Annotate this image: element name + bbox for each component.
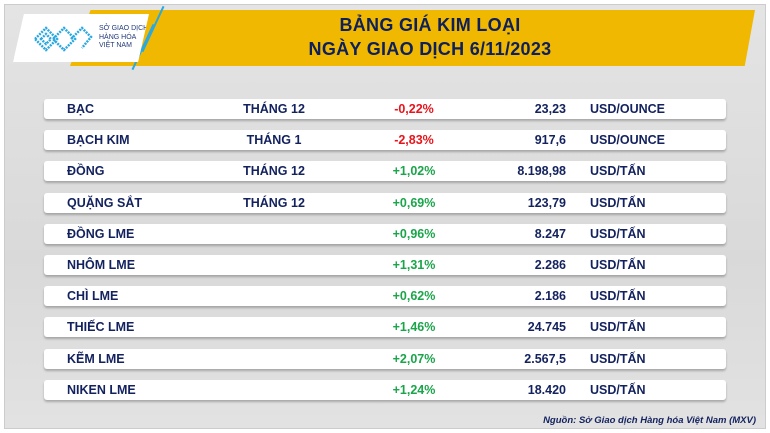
contract-month: THÁNG 1 <box>246 133 302 148</box>
logo-line-1: SỞ GIAO DỊCH <box>99 25 149 32</box>
table-row: KẼM LME +2,07% 2.567,5 USD/TẤN <box>44 348 726 369</box>
price-change: +1,24% <box>392 382 436 397</box>
logo-mark-icon <box>33 26 93 52</box>
price-unit: USD/TẤN <box>590 320 646 335</box>
price-unit: USD/TẤN <box>590 195 646 210</box>
metal-name: BẠCH KIM <box>67 133 130 148</box>
table-row: ĐỒNG LME +0,96% 8.247 USD/TẤN <box>44 223 726 244</box>
price-unit: USD/TẤN <box>590 351 646 366</box>
price-value: 2.286 <box>534 258 566 272</box>
metal-name: KẼM LME <box>67 351 125 366</box>
metal-name: NHÔM LME <box>67 258 136 272</box>
page-title: BẢNG GIÁ KIM LOẠI <box>339 15 521 35</box>
table-row: NHÔM LME +1,31% 2.286 USD/TẤN <box>44 255 726 275</box>
price-value: 123,79 <box>527 195 566 210</box>
table-row: CHÌ LME +0,62% 2.186 USD/TẤN <box>44 286 726 307</box>
price-value: 2.186 <box>534 289 566 304</box>
page-subtitle: NGÀY GIAO DỊCH 6/11/2023 <box>308 39 552 59</box>
contract-month: THÁNG 12 <box>243 102 305 116</box>
contract-month: THÁNG 12 <box>243 164 305 179</box>
metal-name: NIKEN LME <box>67 382 136 397</box>
metal-name: ĐỒNG LME <box>67 226 135 241</box>
price-unit: USD/OUNCE <box>590 102 666 116</box>
price-value: 2.567,5 <box>524 351 566 366</box>
table-row: QUẶNG SẮT THÁNG 12 +0,69% 123,79 USD/TẤN <box>44 192 726 213</box>
table-row: THIẾC LME +1,46% 24.745 USD/TẤN <box>44 317 726 338</box>
metal-name: BẠC <box>67 102 95 116</box>
price-change: -0,22% <box>394 102 434 116</box>
table-row: ĐỒNG THÁNG 12 +1,02% 8.198,98 USD/TẤN <box>44 161 726 182</box>
price-unit: USD/TẤN <box>590 258 646 272</box>
price-value: 917,6 <box>534 133 566 148</box>
source-note: Nguồn: Sở Giao dịch Hàng hóa Việt Nam (M… <box>543 415 756 426</box>
price-unit: USD/TẤN <box>590 164 646 179</box>
price-value: 24.745 <box>527 320 566 335</box>
price-change: +0,62% <box>392 289 436 304</box>
logo-line-3: VIỆT NAM <box>99 42 132 49</box>
metal-name: QUẶNG SẮT <box>67 195 142 210</box>
price-unit: USD/TẤN <box>590 226 646 241</box>
price-unit: USD/OUNCE <box>590 133 666 148</box>
metal-name: THIẾC LME <box>67 320 135 335</box>
mxv-logo: SỞ GIAO DỊCH HÀNG HÓA VIỆT NAM <box>13 14 149 62</box>
price-change: +1,31% <box>392 258 436 272</box>
price-change: +1,02% <box>392 164 436 179</box>
price-value: 8.198,98 <box>517 164 566 179</box>
header-band <box>70 10 755 66</box>
price-value: 18.420 <box>527 382 566 397</box>
price-change: +0,96% <box>392 226 436 241</box>
price-value: 23,23 <box>534 102 566 116</box>
table-row: BẠC THÁNG 12 -0,22% 23,23 USD/OUNCE <box>44 99 726 119</box>
metal-name: ĐỒNG <box>67 164 105 179</box>
price-value: 8.247 <box>534 226 566 241</box>
price-change: +1,46% <box>392 320 436 335</box>
table-row: BẠCH KIM THÁNG 1 -2,83% 917,6 USD/OUNCE <box>44 130 726 151</box>
price-change: +0,69% <box>392 195 436 210</box>
price-change: -2,83% <box>394 133 434 148</box>
logo-line-2: HÀNG HÓA <box>99 33 137 41</box>
price-unit: USD/TẤN <box>590 289 646 304</box>
contract-month: THÁNG 12 <box>243 195 305 210</box>
price-unit: USD/TẤN <box>590 382 646 397</box>
table-row: NIKEN LME +1,24% 18.420 USD/TẤN <box>44 379 726 400</box>
metal-name: CHÌ LME <box>67 289 119 304</box>
price-change: +2,07% <box>392 351 436 366</box>
